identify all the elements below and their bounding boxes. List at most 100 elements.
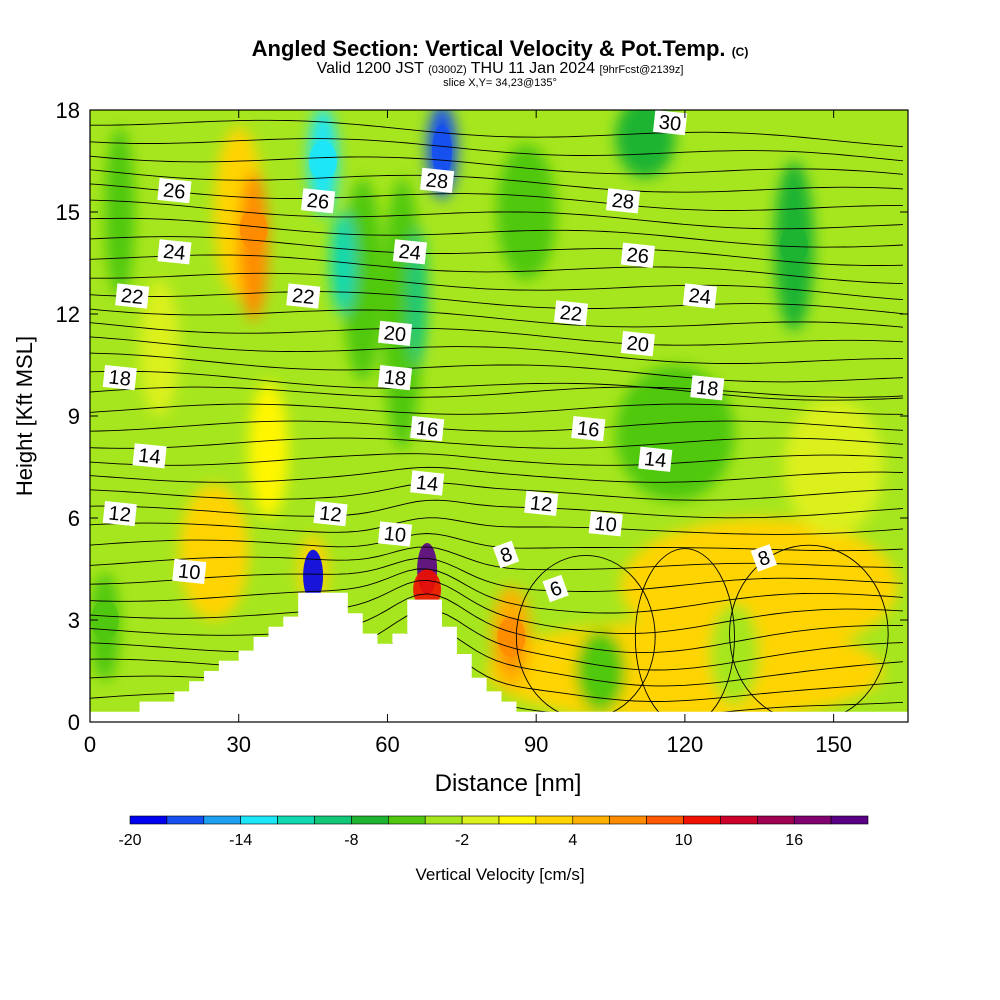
contour-label-box [542,574,569,603]
contour-label-box [102,364,137,391]
y-tick-label: 12 [56,302,80,327]
colorbar-swatch [203,815,242,825]
contour-label: 26 [620,242,655,268]
contour-label-box [172,558,207,585]
contour-label-box [588,511,623,537]
contour-label: 24 [682,283,717,309]
isotherm-lines [90,119,904,722]
contour-label-box [410,415,445,442]
isotherm-line [90,217,904,248]
contour-label: 10 [172,558,207,585]
contour-label: 28 [605,188,641,214]
contour-label-text: 22 [291,285,315,309]
contour-label: 22 [286,283,321,309]
isotherm-line [90,579,904,635]
contour-label: 10 [588,511,623,537]
y-axis-label: Height [Kft MSL] [12,336,37,496]
isotherm-line [90,322,904,346]
colorbar-swatch [166,815,205,825]
contour-label-box [392,239,427,265]
contour-label-box [682,283,717,309]
colorbar-swatch [535,815,574,825]
colorbar-swatch [793,815,832,825]
contour-label-text: 24 [398,241,422,265]
contour-label-text: 22 [559,302,583,326]
contour-label-text: 12 [107,502,131,526]
isotherm-line [90,119,904,148]
velocity-feature [431,124,452,177]
contour-label-box [420,167,455,194]
isotherm-line [90,420,904,432]
isotherm-line [90,254,904,285]
colorbar-swatch [720,815,758,825]
x-axis-label: Distance [nm] [435,770,582,797]
colorbar-swatch [683,815,721,825]
colorbar: -20 -14 -8 -2 4 10 16 Vertical Velocity [cm/s] [118,815,869,884]
contour-label: 12 [102,500,137,527]
colorbar-swatch [351,815,389,825]
velocity-feature [309,141,338,181]
contour-label-box [492,540,520,569]
colorbar-swatch [609,815,647,825]
contour-label: 6 [542,574,569,603]
contour-label-box [157,239,192,265]
chart-title-tag: (C) [731,45,749,59]
isotherm-line [90,138,904,162]
isotherm-line [90,155,904,175]
contour-label-box [638,446,673,472]
contour-label-text: 20 [626,332,650,356]
field-blob [342,178,383,382]
contour-label: 18 [377,364,413,391]
isotherm-line [90,557,904,592]
contour-label: 12 [313,500,348,527]
y-tick-label: 3 [68,608,80,633]
x-tick-label: 90 [524,732,548,757]
contour-label-box [524,490,559,517]
contour-label-text: 22 [120,285,144,309]
x-tick-label: 60 [375,732,399,757]
chart-title: Angled Section: Vertical Velocity & Pot.… [0,36,1000,62]
colorbar-swatch [314,815,352,825]
isotherm-line [90,169,904,193]
x-tick-label: 30 [226,732,250,757]
isotherm-line [90,386,904,398]
colorbar-tick-label: -20 [118,832,141,849]
y-tick-label: 15 [56,200,80,225]
chart-subtitle: Valid 1200 JST (0300Z) THU 11 Jan 2024 [… [0,60,1000,78]
contour-label-text: 10 [383,523,407,547]
contour-label: 14 [410,470,445,496]
x-tick-label: 120 [667,732,704,757]
velocity-feature [413,569,442,610]
isotherm-line [90,517,904,535]
contour-label-text: 14 [643,448,667,472]
colorbar-swatch [646,815,684,825]
contour-label-box [377,364,413,391]
contour-label-text: 14 [137,445,161,469]
isotherm-line [90,466,904,483]
velocity-feature [239,209,268,249]
contour-label: 18 [690,375,725,401]
isotherm-line [90,453,904,466]
contour-label: 30 [653,109,688,136]
contour-label: 8 [492,540,520,569]
valid-time: Valid 1200 JST [316,60,424,77]
isotherm-line [90,370,904,401]
contour-label: 22 [115,283,150,309]
contour-label: 26 [301,188,336,214]
field-blob [709,603,760,705]
contour-label-text: 18 [695,377,719,401]
terrain-mask [90,592,908,722]
isotherm-line [90,291,904,315]
contour-label-box [301,188,336,214]
contour-label-box [286,283,321,309]
velocity-feature [303,549,324,602]
isotherm-line [90,403,903,415]
isotherm-line [90,568,904,614]
isotherm-line [90,199,904,230]
contour-label: 14 [132,443,167,469]
contour-label-text: 20 [383,322,407,346]
colorbar-swatch [129,815,168,825]
contour-label: 22 [553,300,589,326]
contour-label-text: 14 [415,472,439,496]
